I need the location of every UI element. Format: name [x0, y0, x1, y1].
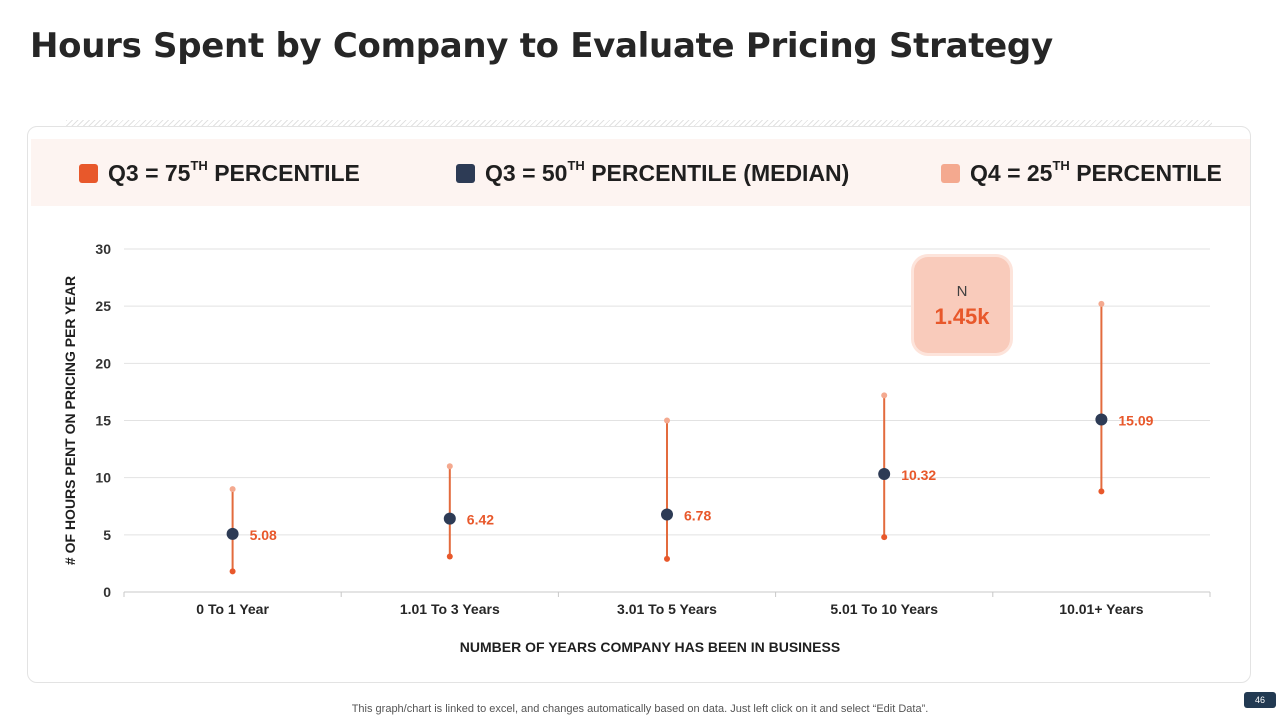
x-tick-label-0: 0 To 1 Year: [196, 601, 269, 617]
legend-item-75th: Q3 = 75TH PERCENTILE: [79, 158, 360, 187]
y-tick-label-0: 0: [103, 584, 111, 600]
x-tick-label-1: 1.01 To 3 Years: [400, 601, 500, 617]
q75-point-2: [664, 417, 670, 424]
legend-band: [31, 139, 1250, 206]
legend-swatch-75th: [79, 164, 98, 183]
page-number: 46: [1244, 692, 1276, 708]
y-tick-label-30: 30: [95, 241, 111, 257]
legend-swatch-median: [456, 164, 475, 183]
badge-label: N: [956, 283, 968, 300]
x-axis-title: NUMBER OF YEARS COMPANY HAS BEEN IN BUSI…: [460, 639, 840, 655]
badge-value: 1.45k: [934, 304, 990, 329]
q75-point-3: [881, 392, 888, 399]
y-tick-label-20: 20: [95, 355, 111, 371]
legend-item-median: Q3 = 50TH PERCENTILE (MEDIAN): [456, 158, 850, 187]
median-point-1: [443, 512, 456, 525]
median-point-2: [661, 508, 673, 521]
legend-swatch-25th: [941, 164, 960, 183]
median-point-4: [1095, 413, 1108, 426]
footer-note: This graph/chart is linked to excel, and…: [351, 703, 929, 715]
median-value-label-2: 6.78: [684, 507, 711, 523]
q25-point-0: [229, 568, 236, 575]
x-tick-label-3: 5.01 To 10 Years: [830, 601, 938, 617]
x-tick-label-2: 3.01 To 5 Years: [617, 601, 717, 617]
q25-point-3: [881, 534, 888, 541]
sample-size-badge: N 1.45k: [914, 257, 1010, 353]
decorative-hatch: [66, 120, 1212, 127]
legend-item-25th: Q4 = 25TH PERCENTILE: [941, 158, 1222, 187]
q75-point-0: [229, 486, 236, 493]
page-title: Hours Spent by Company to Evaluate Prici…: [30, 26, 1053, 66]
median-value-label-4: 15.09: [1118, 412, 1153, 428]
y-tick-label-10: 10: [95, 470, 111, 486]
q75-point-4: [1098, 300, 1105, 307]
q75-point-1: [446, 463, 453, 470]
legend-label-median: Q3 = 50TH PERCENTILE (MEDIAN): [485, 158, 850, 186]
q25-point-2: [664, 555, 670, 562]
legend-label-75th: Q3 = 75TH PERCENTILE: [108, 158, 360, 186]
y-tick-label-25: 25: [95, 298, 111, 314]
median-value-label-1: 6.42: [467, 512, 494, 528]
q25-point-4: [1098, 488, 1105, 495]
y-tick-label-5: 5: [103, 527, 111, 543]
median-point-3: [878, 468, 891, 481]
median-point-0: [226, 527, 239, 540]
median-value-label-3: 10.32: [901, 467, 936, 483]
legend-label-25th: Q4 = 25TH PERCENTILE: [970, 158, 1222, 186]
x-tick-label-4: 10.01+ Years: [1059, 601, 1143, 617]
y-axis-title: # OF HOURS PENT ON PRICING PER YEAR: [62, 276, 78, 565]
chart-card: [27, 126, 1251, 683]
y-tick-label-15: 15: [95, 413, 111, 429]
median-value-label-0: 5.08: [250, 527, 277, 543]
q25-point-1: [446, 553, 453, 560]
